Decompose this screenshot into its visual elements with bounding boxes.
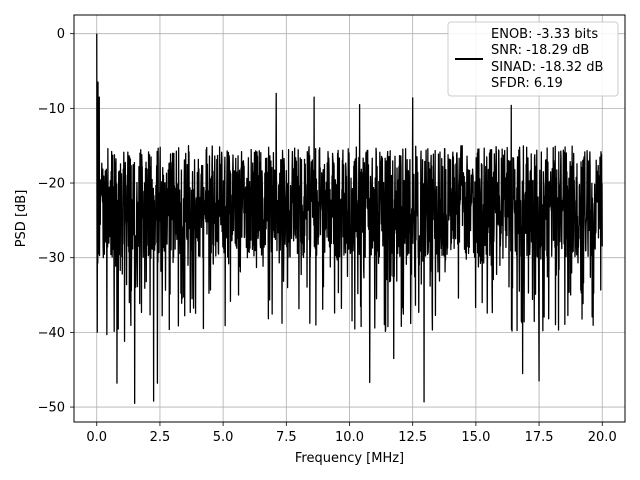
- x-tick-label: 12.5: [398, 430, 427, 445]
- y-axis-label: PSD [dB]: [14, 190, 29, 248]
- y-tick-label: 0: [57, 27, 65, 42]
- legend-frame: [447, 21, 619, 97]
- x-axis-label: Frequency [MHz]: [295, 451, 404, 466]
- y-tick-label: −30: [38, 251, 65, 266]
- x-tick-label: 15.0: [461, 430, 490, 445]
- legend-entry-sfdr: SFDR: 6.19: [491, 76, 563, 91]
- y-tick-label: −10: [38, 102, 65, 117]
- y-tick-label: −50: [38, 401, 65, 416]
- x-axis-ticks: 0.0 2.5 5.0 7.5 10.0 12.5 15.0 17.5 20.0: [86, 422, 617, 445]
- legend-entry-enob: ENOB: -3.33 bits: [491, 27, 598, 42]
- legend-entry-snr: SNR: -18.29 dB: [491, 43, 589, 58]
- x-tick-label: 5.0: [213, 430, 234, 445]
- y-axis-ticks: 0 −10 −20 −30 −40 −50: [38, 27, 74, 416]
- x-tick-label: 7.5: [276, 430, 297, 445]
- x-tick-label: 17.5: [525, 430, 554, 445]
- x-tick-label: 20.0: [588, 430, 617, 445]
- x-tick-label: 0.0: [86, 430, 107, 445]
- psd-series-line: [96, 33, 603, 404]
- legend-entry-sinad: SINAD: -18.32 dB: [491, 60, 603, 75]
- legend: ENOB: -3.33 bits SNR: -18.29 dB SINAD: -…: [447, 21, 619, 97]
- x-tick-label: 2.5: [150, 430, 171, 445]
- y-tick-label: −20: [38, 177, 65, 192]
- x-tick-label: 10.0: [335, 430, 364, 445]
- series-group: [96, 33, 603, 404]
- y-tick-label: −40: [38, 326, 65, 341]
